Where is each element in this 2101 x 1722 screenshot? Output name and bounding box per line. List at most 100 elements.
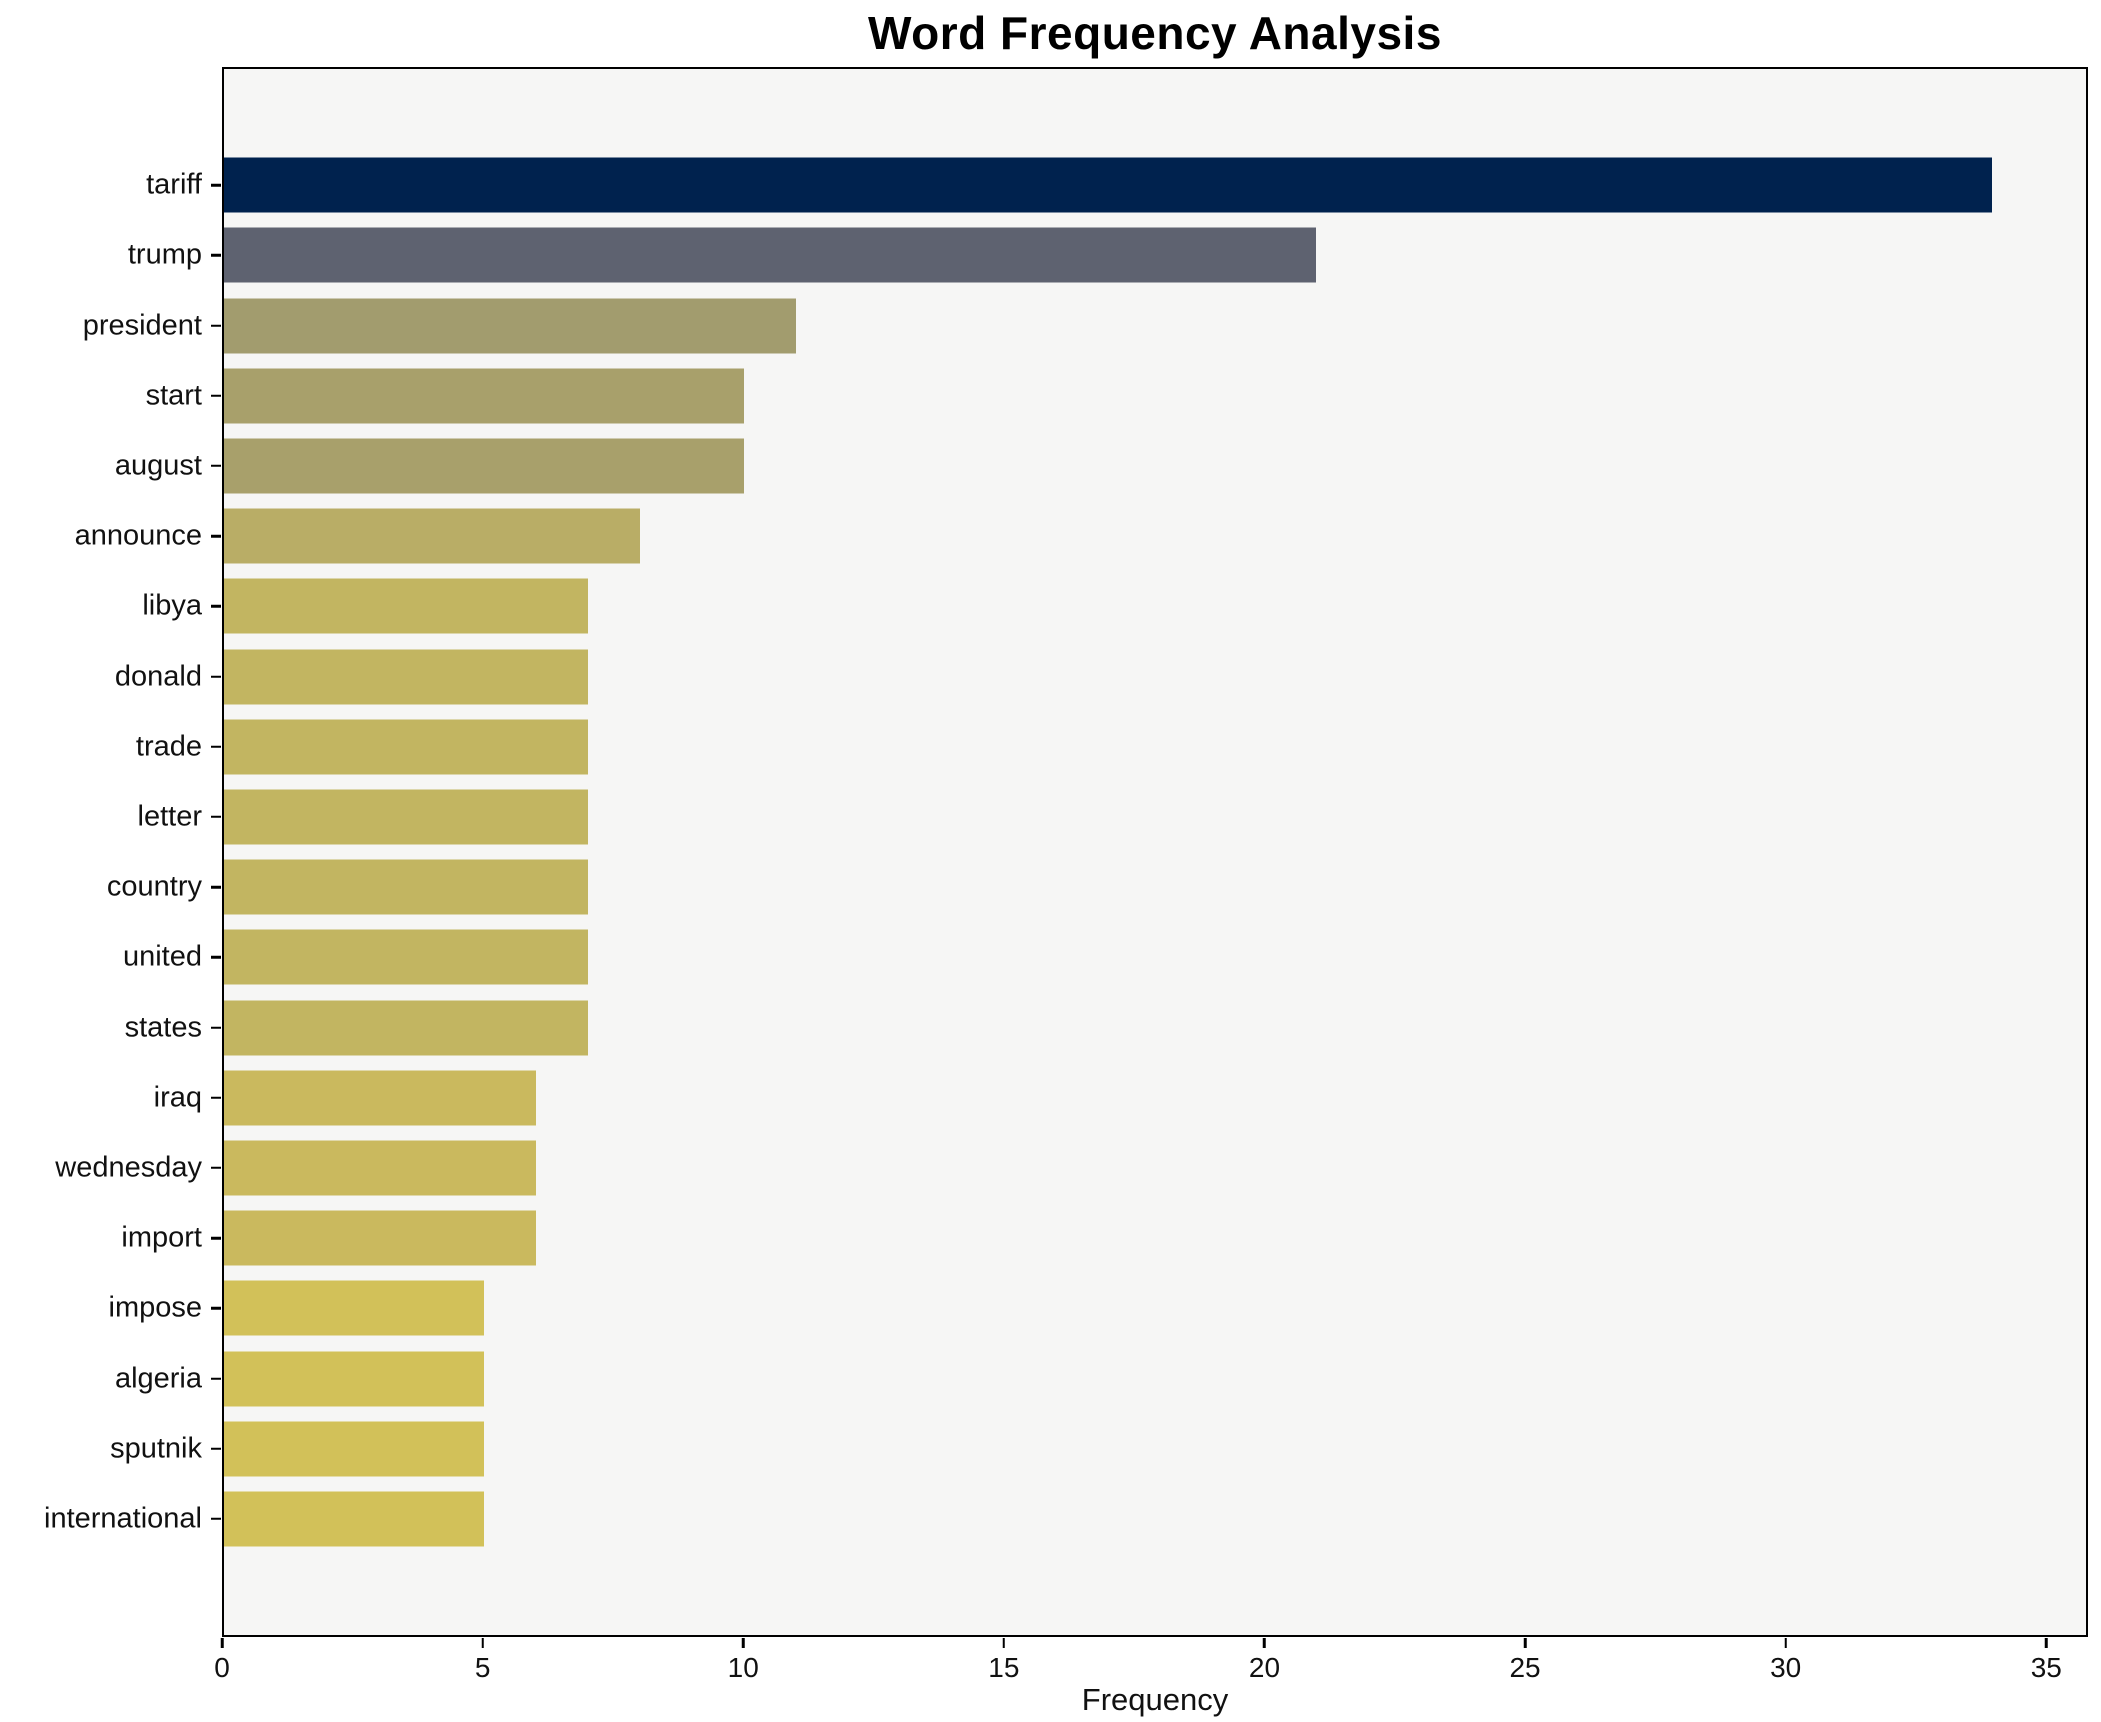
frequency-bar: [224, 1140, 537, 1196]
frequency-bar: [224, 859, 589, 915]
bars-region: tariff trump president start august anno…: [44, 150, 2086, 1554]
y-axis-label: donald: [114, 660, 202, 693]
x-axis-tick-label: 0: [214, 1652, 230, 1683]
frequency-bar: [224, 368, 745, 424]
y-axis-label: start: [145, 379, 202, 412]
x-axis-tick-label: 25: [1509, 1652, 1541, 1683]
y-axis-label: impose: [108, 1291, 203, 1324]
y-axis-tick: [211, 1307, 221, 1310]
y-axis-label: announce: [74, 519, 202, 552]
y-axis-label: trump: [127, 238, 202, 271]
bar-row: trump: [128, 220, 2086, 290]
frequency-bar: [224, 298, 797, 353]
y-axis-label: wednesday: [55, 1151, 202, 1184]
x-axis-tick: [220, 1638, 224, 1648]
bar-row: iraq: [154, 1063, 2086, 1133]
y-axis-tick: [211, 885, 221, 889]
bar-row: sputnik: [110, 1414, 2086, 1484]
y-axis-label: president: [82, 309, 202, 341]
y-axis-label: august: [114, 449, 202, 482]
bar-row: united: [123, 922, 2086, 992]
frequency-bar: [224, 929, 589, 985]
bar-row: tariff: [146, 150, 2086, 220]
x-axis-tick: [1002, 1638, 1006, 1648]
bar-row: libya: [142, 571, 2086, 641]
y-axis-tick: [211, 956, 221, 959]
frequency-bar: [224, 649, 589, 705]
x-axis-tick-label: 10: [727, 1652, 759, 1683]
y-axis-tick: [211, 534, 221, 538]
y-axis-label: letter: [137, 800, 202, 833]
frequency-bar: [224, 789, 589, 845]
y-axis-tick: [211, 1377, 221, 1380]
y-axis-tick: [211, 324, 221, 327]
y-axis-label: tariff: [146, 168, 202, 201]
y-axis-label: trade: [135, 730, 202, 763]
bar-row: impose: [109, 1273, 2086, 1343]
chart-title: Word Frequency Analysis: [868, 7, 1442, 59]
x-axis-tick-label: 15: [988, 1652, 1020, 1683]
y-axis-tick: [211, 1447, 221, 1450]
y-axis-tick: [211, 1166, 221, 1170]
x-axis-tick: [481, 1638, 484, 1648]
y-axis-label: sputnik: [110, 1432, 202, 1465]
y-axis-label: import: [121, 1221, 202, 1254]
bar-row: start: [146, 361, 2086, 431]
frequency-bar: [224, 508, 641, 564]
bar-row: announce: [75, 501, 2086, 571]
frequency-bar: [224, 1351, 485, 1407]
bar-row: trade: [136, 712, 2086, 782]
y-axis-tick: [211, 1517, 221, 1521]
frequency-bar: [224, 1210, 537, 1266]
x-axis-tick-label: 35: [2030, 1652, 2062, 1683]
y-axis-label: states: [124, 1011, 202, 1044]
bar-row: letter: [138, 782, 2086, 852]
frequency-bar: [224, 438, 745, 494]
y-axis-tick: [211, 1236, 221, 1240]
x-axis-tick: [1523, 1638, 1527, 1648]
y-axis-tick: [211, 183, 221, 187]
bar-row: august: [115, 431, 2086, 501]
y-axis-tick: [211, 464, 221, 468]
x-axis-tick: [1784, 1638, 1787, 1648]
frequency-bar: [224, 1280, 485, 1336]
frequency-bar: [224, 578, 589, 634]
y-axis-tick: [211, 1096, 221, 1099]
bar-row: president: [83, 290, 2086, 360]
bar-row: international: [44, 1484, 2086, 1554]
x-axis-tick: [1263, 1638, 1266, 1648]
x-axis-tick-label: 5: [474, 1652, 491, 1683]
bar-row: country: [107, 852, 2086, 922]
bar-row: states: [125, 992, 2086, 1062]
y-axis-tick: [211, 675, 221, 678]
y-axis-tick: [211, 1026, 221, 1029]
y-axis-label: country: [106, 870, 202, 903]
frequency-bar: [224, 1070, 537, 1126]
x-axis-tick-label: 30: [1770, 1652, 1802, 1683]
x-axis-tick-label: 20: [1248, 1652, 1281, 1683]
y-axis-tick: [211, 745, 221, 748]
bar-row: donald: [115, 641, 2086, 711]
y-axis-tick: [211, 394, 221, 397]
plot-area: tariff trump president start august anno…: [44, 67, 2088, 1637]
x-axis-tick: [2045, 1638, 2048, 1648]
y-axis-label: international: [44, 1502, 202, 1535]
frequency-bar: [224, 227, 1317, 283]
frequency-bar: [224, 1421, 485, 1477]
frequency-bar: [224, 1000, 589, 1056]
bar-row: import: [121, 1203, 2086, 1273]
x-axis: 0 5 10 15 20 25 30 35: [214, 1638, 2088, 1698]
y-axis-label: algeria: [114, 1362, 202, 1395]
frequency-bar: [224, 157, 1993, 213]
y-axis-label: united: [122, 940, 202, 973]
bar-row: algeria: [115, 1343, 2086, 1413]
y-axis-tick: [211, 815, 221, 819]
frequency-bar: [224, 719, 589, 775]
bar-row: wednesday: [55, 1133, 2086, 1203]
y-axis-label: iraq: [153, 1081, 202, 1114]
y-axis-tick: [211, 254, 221, 257]
y-axis-tick: [211, 605, 221, 608]
x-axis-tick: [741, 1638, 745, 1648]
frequency-bar: [224, 1491, 485, 1547]
